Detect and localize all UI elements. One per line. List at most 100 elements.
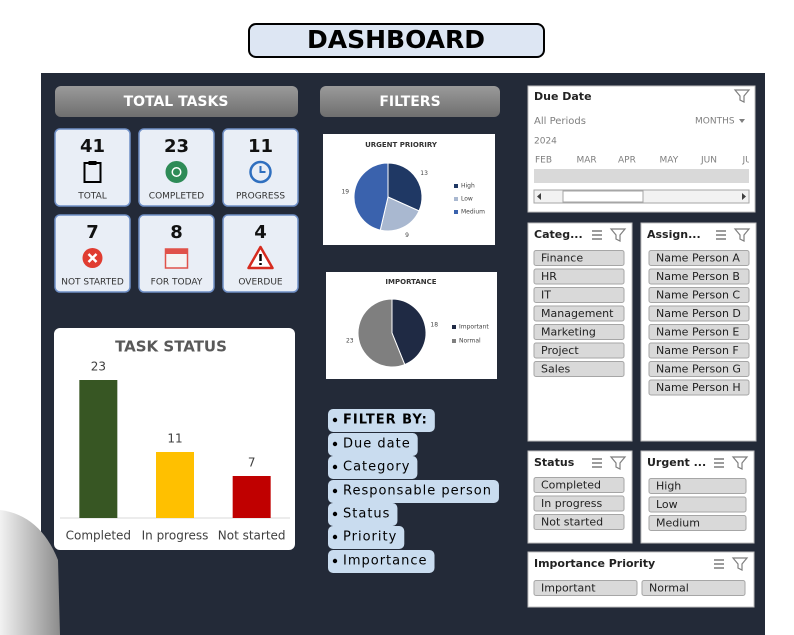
- slicer-item-label: Name Person B: [656, 270, 740, 283]
- slicer-item[interactable]: [648, 496, 747, 513]
- slicer-item[interactable]: [533, 287, 625, 303]
- slicer-item[interactable]: [648, 268, 750, 285]
- section-title: TOTAL TASKS: [124, 94, 229, 110]
- slicer-item[interactable]: [648, 379, 750, 396]
- clear-filter-icon: [609, 456, 627, 470]
- slicer-item-label: Name Person D: [656, 307, 741, 320]
- timeline-month: JUN: [700, 156, 717, 166]
- slicer-item-label: Medium: [656, 517, 700, 530]
- clear-filter-icon: [733, 228, 751, 242]
- slicer-item-label: Low: [656, 498, 678, 511]
- slicer-item[interactable]: [648, 342, 750, 359]
- slicer-item[interactable]: [533, 268, 625, 285]
- kpi-value: 8: [170, 222, 183, 243]
- data-label: 23: [91, 360, 106, 374]
- slicer-item[interactable]: [648, 361, 750, 377]
- slicer-item-label: Marketing: [541, 326, 596, 339]
- section-header: [320, 86, 500, 117]
- x-tick-label: In progress: [142, 529, 209, 543]
- slicer-item-label: IT: [541, 289, 551, 302]
- filter-title: FILTER BY:: [343, 413, 428, 428]
- slicer-item[interactable]: [641, 580, 746, 596]
- timeline-unit: MONTHS: [695, 117, 735, 127]
- kpi-icon: [164, 248, 189, 269]
- kpi-icon: [247, 245, 274, 270]
- slicer-item[interactable]: [648, 287, 750, 303]
- scroll-thumb[interactable]: [562, 190, 644, 203]
- timeline-bar[interactable]: [534, 169, 749, 183]
- slicer-item-label: Important: [541, 582, 596, 595]
- bullet: [332, 558, 338, 564]
- content: 41 TOTAL 23 COMPLETED 11 PROGRESS 7 NOT STARTED…: [54, 85, 757, 608]
- slicer-item[interactable]: [648, 250, 750, 266]
- bullet: [332, 488, 338, 494]
- slicer-item-label: Name Person F: [656, 344, 739, 357]
- legend-swatch: [452, 325, 456, 329]
- slicer-item-label: HR: [541, 270, 557, 283]
- slicer-item[interactable]: [533, 477, 625, 493]
- bar: [79, 380, 118, 518]
- slicer-item-label: Name Person H: [656, 381, 741, 394]
- slicer-item[interactable]: [533, 324, 625, 340]
- slicer-item-label: In progress: [541, 497, 602, 510]
- legend-label: Normal: [459, 338, 481, 345]
- bar: [156, 452, 194, 518]
- filter-highlight: [328, 480, 499, 503]
- pie-slice: [391, 298, 427, 366]
- slicer-item[interactable]: [533, 495, 625, 512]
- slicer-title: Due Date: [534, 90, 592, 103]
- section-title: FILTERS: [379, 94, 440, 110]
- legend-swatch: [454, 197, 458, 201]
- slicer-item[interactable]: [533, 305, 625, 322]
- bullet: [332, 441, 338, 447]
- bullet: [332, 511, 338, 517]
- kpi-label: TOTAL: [77, 192, 107, 202]
- icon-shape: [87, 253, 98, 263]
- filter-item: Due date: [343, 437, 411, 452]
- slicer-item-label: Name Person G: [656, 363, 741, 376]
- kpi-value: 11: [248, 136, 273, 157]
- timeline-period: All Periods: [534, 116, 586, 127]
- slicer-item[interactable]: [533, 514, 625, 530]
- slicer-item-label: Finance: [541, 252, 583, 265]
- data-label: 19: [341, 189, 349, 196]
- slicer-title: Categ...: [534, 228, 583, 241]
- filter-item: Priority: [343, 530, 397, 545]
- filter-item: Importance: [343, 554, 428, 569]
- slicer-item[interactable]: [533, 361, 625, 377]
- legend-swatch: [454, 210, 458, 214]
- filter-highlight: [328, 456, 418, 479]
- slicer-item[interactable]: [648, 478, 747, 494]
- kpi-value: 23: [164, 136, 189, 157]
- kpi-icon: [249, 160, 272, 184]
- slicer-title: Status: [534, 456, 575, 469]
- data-label: 9: [405, 232, 409, 239]
- data-label: 7: [248, 456, 256, 470]
- icon-shape: [165, 249, 188, 254]
- bullet: [332, 417, 338, 423]
- bullet: [332, 464, 338, 470]
- slicer-item[interactable]: [533, 580, 638, 596]
- clear-filter-icon: [733, 89, 751, 103]
- section-header: [55, 86, 298, 117]
- dropdown-arrow: [739, 119, 745, 123]
- slicer-item[interactable]: [533, 250, 625, 266]
- filter-item: Status: [343, 507, 390, 522]
- data-label: 13: [420, 170, 428, 177]
- data-label: 18: [430, 321, 438, 328]
- kpi-label: PROGRESS: [236, 192, 285, 202]
- kpi-tile: [54, 128, 131, 207]
- kpi-icon: [165, 161, 188, 183]
- chart-title: IMPORTANCE: [385, 278, 436, 286]
- slicer-item[interactable]: [648, 515, 747, 531]
- kpi-icon: [83, 161, 102, 183]
- filter-item: Category: [343, 460, 410, 475]
- slicer-item[interactable]: [648, 305, 750, 322]
- legend-swatch: [454, 184, 458, 188]
- clear-filter-icon: [609, 228, 627, 242]
- slicer-item[interactable]: [648, 324, 750, 340]
- legend-label: Low: [461, 196, 473, 203]
- slicer-item[interactable]: [533, 342, 625, 359]
- slicer-item-label: Name Person E: [656, 326, 739, 339]
